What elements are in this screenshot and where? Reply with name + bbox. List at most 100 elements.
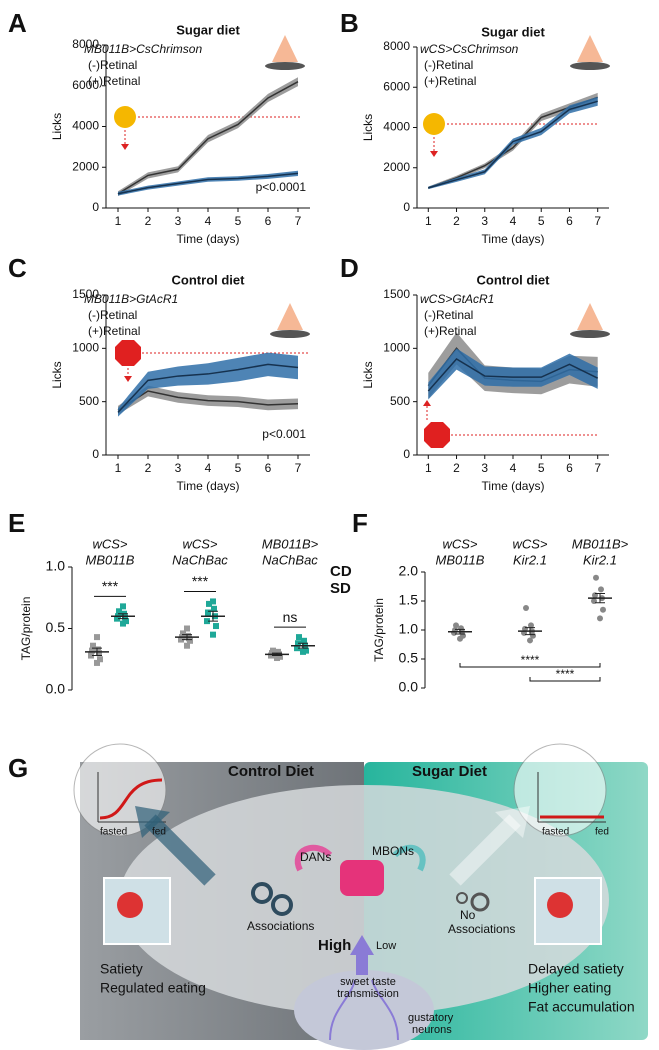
gear <box>456 892 468 904</box>
gustatory-neurons <box>329 979 399 1041</box>
x-tick-label: 7 <box>594 214 601 228</box>
panel-letter: D <box>340 253 359 283</box>
y-tick-label: 1500 <box>383 287 410 301</box>
data-point <box>90 642 96 649</box>
x-tick-label: 4 <box>205 214 212 228</box>
y-tick-label: 2000 <box>72 159 99 173</box>
sweet-1: transmission <box>337 988 399 1000</box>
no_associations-1: Associations <box>448 922 515 936</box>
x-tick-label: 4 <box>205 461 212 475</box>
left_outcome-1: Regulated eating <box>100 980 206 996</box>
inset-axes <box>537 772 606 823</box>
y-tick-label: 1000 <box>383 341 410 355</box>
data-point <box>97 656 103 663</box>
data-point <box>95 646 101 653</box>
series-line <box>427 358 599 392</box>
data-point <box>205 609 211 616</box>
arrow-up <box>350 935 374 975</box>
data-point <box>96 650 102 657</box>
y-tick-label: 6000 <box>72 78 99 92</box>
y-tick-label: 0.5 <box>399 650 419 666</box>
right_outcome-2: Fat accumulation <box>528 999 635 1015</box>
dan-neuron <box>294 844 333 872</box>
x-tick-label: 1 <box>115 214 122 228</box>
x-tick-label: 1 <box>425 214 432 228</box>
series-line <box>117 363 299 413</box>
significance-label: *** <box>102 578 119 594</box>
error-band <box>118 352 298 417</box>
x-tick-label: 2 <box>453 214 460 228</box>
fly-icon <box>265 35 305 70</box>
category-label: NaChBac <box>262 552 318 567</box>
y-tick-label: 500 <box>390 394 410 408</box>
legend-title: MB011B>GtAcR1 <box>84 292 178 306</box>
no_associations-0: No <box>460 908 476 922</box>
data-point <box>120 603 126 610</box>
y-tick-label: 0 <box>403 447 410 461</box>
data-point <box>88 652 94 659</box>
significance-label: *** <box>192 573 209 589</box>
arrow-head <box>135 806 170 838</box>
annotation: p<0.001 <box>262 427 306 441</box>
sem-bar <box>182 634 192 641</box>
left_outcome-0: Satiety <box>100 961 143 977</box>
comparison-bracket <box>529 677 601 682</box>
x-tick-label: 4 <box>510 461 517 475</box>
fly-eye <box>117 892 143 918</box>
arrow <box>449 814 521 886</box>
y-tick-label: 0 <box>403 200 410 214</box>
data-point <box>210 631 216 638</box>
arrow-head <box>495 806 530 838</box>
data-point <box>303 647 309 654</box>
data-point <box>593 574 599 581</box>
y-tick-label: 1.0 <box>46 558 66 574</box>
fly-icon <box>570 35 610 70</box>
error-band <box>428 348 598 400</box>
x-tick-label: 7 <box>295 214 302 228</box>
data-point <box>294 645 300 652</box>
data-point <box>598 586 604 593</box>
data-point <box>94 659 100 666</box>
legend-title: wCS>CsChrimson <box>420 42 519 56</box>
annotation: p<0.0001 <box>256 180 307 194</box>
data-point <box>458 625 464 632</box>
data-point <box>180 630 186 637</box>
gear <box>470 892 490 912</box>
y-tick-label: 0.5 <box>46 619 66 635</box>
y-tick-label: 2000 <box>383 160 410 174</box>
associations: Associations <box>247 919 314 933</box>
category-label: MB011B <box>86 552 135 567</box>
y-tick-label: 2.0 <box>399 563 419 579</box>
high: High <box>318 937 351 954</box>
chart-title: Sugar diet <box>481 24 545 39</box>
y-axis-label: TAG/protein <box>372 598 386 662</box>
sem-bar <box>208 610 218 622</box>
sem-bar <box>595 592 605 604</box>
sem-bar <box>272 652 282 657</box>
y-tick-label: 1.5 <box>399 592 419 608</box>
y-axis-label: Licks <box>361 361 375 388</box>
x-tick-label: 6 <box>265 461 272 475</box>
category-label: wCS> <box>92 536 127 551</box>
comparison-label: **** <box>521 653 540 667</box>
x-tick-label: 2 <box>453 461 460 475</box>
category-label: wCS> <box>442 536 477 551</box>
inset <box>513 743 607 837</box>
data-point <box>597 615 603 622</box>
category-label: wCS> <box>182 536 217 551</box>
data-point <box>301 637 307 644</box>
left_inset-0: fasted <box>100 827 127 838</box>
category-label: Kir2.1 <box>513 552 547 567</box>
x-tick-label: 7 <box>295 461 302 475</box>
y-axis-label: Licks <box>361 114 375 141</box>
sem-bar <box>118 613 128 620</box>
data-point <box>600 606 606 613</box>
legend-title: MB011B>CsChrimson <box>84 42 202 56</box>
gear <box>251 882 273 904</box>
data-point <box>523 604 529 611</box>
legend-entry: (+)Retinal <box>424 74 476 88</box>
gustatory-0: gustatory <box>408 1012 454 1024</box>
dans: DANs <box>300 850 331 864</box>
comparison-bracket <box>459 663 601 668</box>
y-tick-label: 0.0 <box>399 679 419 695</box>
